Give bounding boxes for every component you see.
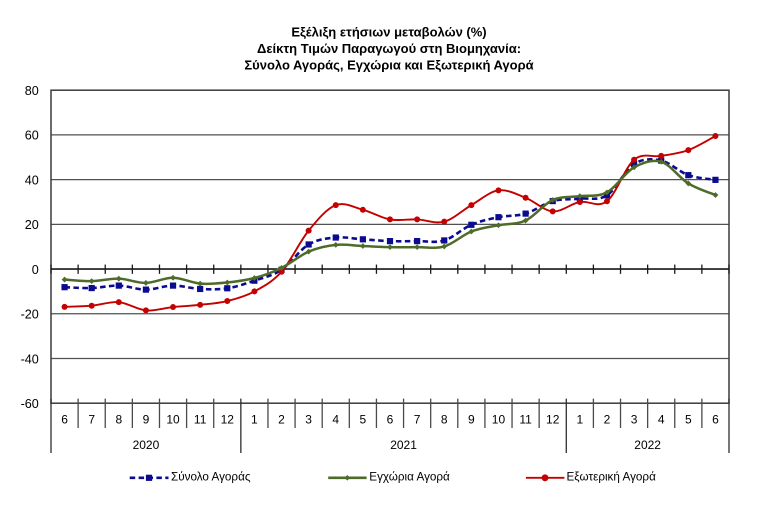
svg-text:2: 2 xyxy=(604,412,611,426)
svg-text:7: 7 xyxy=(88,412,95,426)
svg-text:-60: -60 xyxy=(21,397,39,411)
svg-text:6: 6 xyxy=(387,412,394,426)
svg-text:Σύνολο Αγοράς: Σύνολο Αγοράς xyxy=(171,471,251,484)
svg-text:2022: 2022 xyxy=(634,438,661,452)
svg-text:10: 10 xyxy=(492,412,506,426)
svg-text:2: 2 xyxy=(278,412,285,426)
svg-text:6: 6 xyxy=(712,412,719,426)
svg-text:-20: -20 xyxy=(21,308,39,322)
svg-text:8: 8 xyxy=(115,412,122,426)
svg-text:2021: 2021 xyxy=(390,438,417,452)
svg-text:6: 6 xyxy=(61,412,68,426)
svg-text:12: 12 xyxy=(221,412,235,426)
svg-text:0: 0 xyxy=(32,263,39,277)
svg-text:Εξωτερική Αγορά: Εξωτερική Αγορά xyxy=(567,471,657,484)
svg-text:20: 20 xyxy=(25,218,39,232)
svg-text:80: 80 xyxy=(25,84,39,98)
svg-text:Δείκτη Τιμών Παραγωγού στη Βιο: Δείκτη Τιμών Παραγωγού στη Βιομηχανία: xyxy=(257,41,521,56)
svg-text:60: 60 xyxy=(25,129,39,143)
svg-text:Εξέλιξη ετήσιων μεταβολών (%): Εξέλιξη ετήσιων μεταβολών (%) xyxy=(291,24,486,39)
svg-text:5: 5 xyxy=(360,412,367,426)
svg-text:11: 11 xyxy=(194,412,207,426)
svg-text:40: 40 xyxy=(25,173,39,187)
svg-text:5: 5 xyxy=(685,412,692,426)
svg-text:10: 10 xyxy=(166,412,180,426)
svg-text:9: 9 xyxy=(143,412,150,426)
svg-text:-40: -40 xyxy=(21,352,39,366)
svg-text:1: 1 xyxy=(251,412,258,426)
svg-text:Σύνολο Αγοράς, Εγχώρια και Εξω: Σύνολο Αγοράς, Εγχώρια και Εξωτερική Αγο… xyxy=(244,57,533,72)
svg-text:7: 7 xyxy=(414,412,421,426)
svg-text:3: 3 xyxy=(631,412,638,426)
svg-text:12: 12 xyxy=(546,412,560,426)
svg-text:4: 4 xyxy=(332,412,339,426)
svg-text:3: 3 xyxy=(305,412,312,426)
svg-text:9: 9 xyxy=(468,412,475,426)
svg-text:Εγχώρια Αγορά: Εγχώρια Αγορά xyxy=(369,471,450,484)
svg-text:4: 4 xyxy=(658,412,665,426)
svg-text:8: 8 xyxy=(441,412,448,426)
svg-text:1: 1 xyxy=(576,412,583,426)
svg-text:2020: 2020 xyxy=(133,438,160,452)
svg-text:11: 11 xyxy=(519,412,532,426)
